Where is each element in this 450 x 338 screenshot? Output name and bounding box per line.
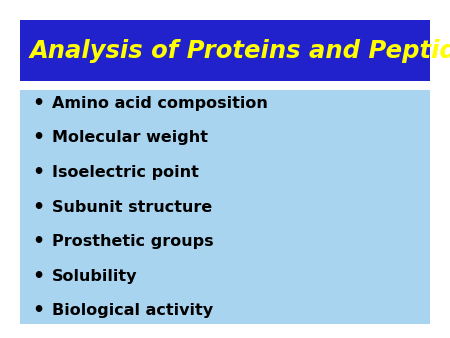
Text: Amino acid composition: Amino acid composition <box>52 96 268 111</box>
Text: •: • <box>32 94 44 113</box>
Text: Analysis of Proteins and Peptides: Analysis of Proteins and Peptides <box>29 39 450 63</box>
Text: •: • <box>32 267 44 286</box>
Text: Subunit structure: Subunit structure <box>52 199 212 215</box>
Text: Biological activity: Biological activity <box>52 304 213 318</box>
Text: •: • <box>32 163 44 182</box>
Text: Prosthetic groups: Prosthetic groups <box>52 234 213 249</box>
Text: •: • <box>32 128 44 147</box>
Text: •: • <box>32 232 44 251</box>
Bar <box>20 90 430 324</box>
Text: Isoelectric point: Isoelectric point <box>52 165 198 180</box>
Text: Solubility: Solubility <box>52 269 137 284</box>
Text: Molecular weight: Molecular weight <box>52 130 208 145</box>
Bar <box>20 20 430 81</box>
Text: •: • <box>32 301 44 320</box>
Text: •: • <box>32 197 44 217</box>
